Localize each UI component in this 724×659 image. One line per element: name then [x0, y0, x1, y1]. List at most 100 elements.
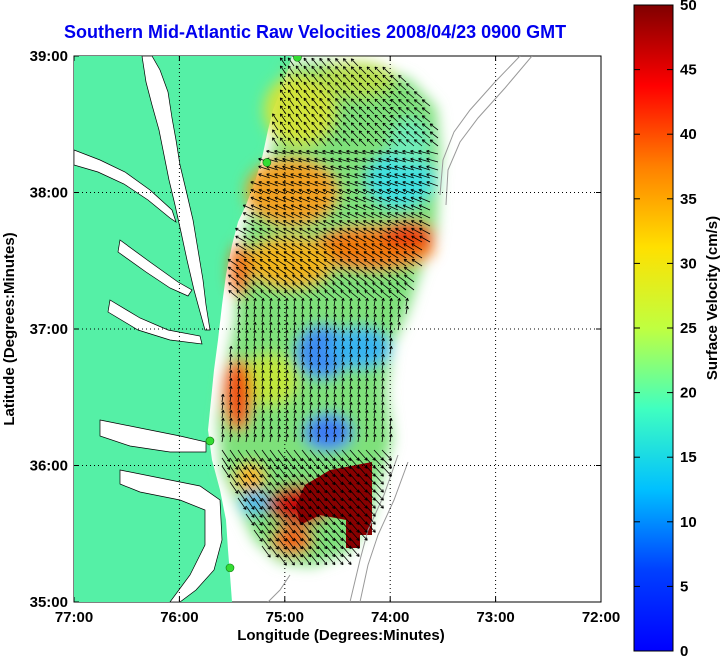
- velocity-arrow: [341, 361, 345, 371]
- velocity-arrow: [357, 345, 361, 355]
- velocity-arrow: [429, 131, 439, 139]
- velocity-arrow: [380, 290, 391, 299]
- velocity-arrow: [374, 90, 383, 99]
- velocity-arrow: [327, 129, 335, 139]
- velocity-arrow: [381, 385, 385, 395]
- velocity-arrow: [237, 385, 241, 395]
- velocity-arrow: [378, 149, 391, 155]
- velocity-arrow: [390, 114, 399, 123]
- velocity-arrow: [237, 321, 241, 331]
- velocity-arrow: [242, 212, 255, 219]
- velocity-arrow: [341, 329, 345, 339]
- velocity-arrow: [324, 290, 335, 299]
- velocity-arrow: [306, 220, 319, 227]
- velocity-arrow: [381, 345, 385, 355]
- velocity-arrow: [419, 227, 431, 235]
- velocity-arrow: [413, 91, 423, 99]
- velocity-arrow: [358, 98, 367, 107]
- velocity-arrow: [236, 290, 247, 299]
- velocity-arrow: [269, 385, 273, 395]
- velocity-arrow: [274, 157, 287, 163]
- velocity-arrow: [350, 82, 359, 91]
- velocity-arrow: [349, 393, 353, 403]
- velocity-arrow: [333, 393, 337, 403]
- velocity-arrow: [308, 274, 319, 283]
- velocity-arrow: [274, 188, 287, 195]
- velocity-arrow: [333, 417, 337, 427]
- velocity-arrow: [309, 553, 320, 566]
- velocity-arrow: [394, 165, 407, 171]
- velocity-arrow: [406, 131, 415, 139]
- velocity-arrow: [293, 345, 297, 355]
- velocity-arrow: [303, 121, 311, 131]
- velocity-arrow: [374, 82, 383, 91]
- velocity-arrow: [364, 290, 375, 299]
- velocity-arrow: [285, 337, 289, 347]
- velocity-arrow: [421, 123, 431, 131]
- velocity-arrow: [335, 130, 343, 139]
- velocity-arrow: [282, 204, 295, 211]
- velocity-arrow: [342, 114, 351, 123]
- velocity-arrow: [323, 227, 335, 235]
- velocity-arrow: [365, 433, 369, 443]
- velocity-arrow: [311, 129, 319, 139]
- velocity-arrow: [319, 89, 327, 99]
- colorbar-tick-label: 10: [680, 514, 697, 531]
- velocity-arrow: [229, 417, 233, 427]
- velocity-arrow: [285, 297, 289, 307]
- velocity-arrow: [418, 196, 431, 203]
- velocity-arrow: [324, 274, 335, 283]
- velocity-arrow: [357, 329, 361, 339]
- velocity-arrow: [245, 321, 249, 331]
- velocity-arrow: [237, 353, 241, 363]
- velocity-arrow: [381, 393, 385, 403]
- velocity-arrow: [287, 57, 295, 67]
- velocity-arrow: [365, 313, 369, 323]
- velocity-arrow: [252, 290, 263, 299]
- velocity-arrow: [277, 385, 281, 395]
- velocity-arrow: [404, 282, 415, 291]
- velocity-arrow: [235, 235, 247, 243]
- velocity-arrow: [250, 196, 263, 203]
- velocity-arrow: [293, 553, 303, 566]
- velocity-arrow: [373, 329, 377, 339]
- velocity-arrow: [277, 297, 281, 307]
- velocity-arrow: [275, 258, 287, 267]
- velocity-arrow: [355, 227, 367, 235]
- velocity-arrow: [298, 173, 311, 179]
- velocity-arrow: [315, 227, 327, 235]
- velocity-arrow: [322, 220, 335, 227]
- velocity-arrow: [283, 258, 295, 267]
- velocity-arrow: [395, 251, 407, 259]
- velocity-arrow: [371, 235, 383, 243]
- velocity-arrow: [299, 243, 311, 251]
- velocity-arrow: [317, 393, 321, 403]
- velocity-arrow: [291, 258, 303, 267]
- velocity-arrow: [402, 204, 415, 211]
- velocity-arrow: [354, 204, 367, 211]
- velocity-arrow: [322, 173, 335, 179]
- velocity-arrow: [381, 409, 385, 419]
- velocity-arrow: [362, 173, 375, 179]
- velocity-arrow: [274, 196, 287, 203]
- velocity-arrow: [413, 139, 423, 147]
- velocity-arrow: [285, 353, 289, 363]
- velocity-arrow: [403, 227, 415, 235]
- velocity-arrow: [382, 98, 391, 107]
- radar-site-marker: [225, 563, 235, 573]
- velocity-arrow: [347, 227, 359, 235]
- velocity-arrow: [406, 91, 415, 99]
- velocity-arrow: [301, 345, 305, 355]
- velocity-arrow: [245, 377, 249, 387]
- velocity-arrow: [253, 345, 257, 355]
- velocity-arrow: [426, 165, 439, 171]
- velocity-arrow: [269, 505, 279, 518]
- velocity-arrow: [402, 165, 415, 171]
- velocity-arrow: [285, 425, 289, 435]
- velocity-arrow: [285, 329, 289, 339]
- velocity-arrow: [330, 220, 343, 227]
- velocity-arrow: [308, 282, 319, 291]
- velocity-arrow: [349, 313, 353, 323]
- velocity-arrow: [253, 497, 263, 510]
- velocity-arrow: [245, 345, 249, 355]
